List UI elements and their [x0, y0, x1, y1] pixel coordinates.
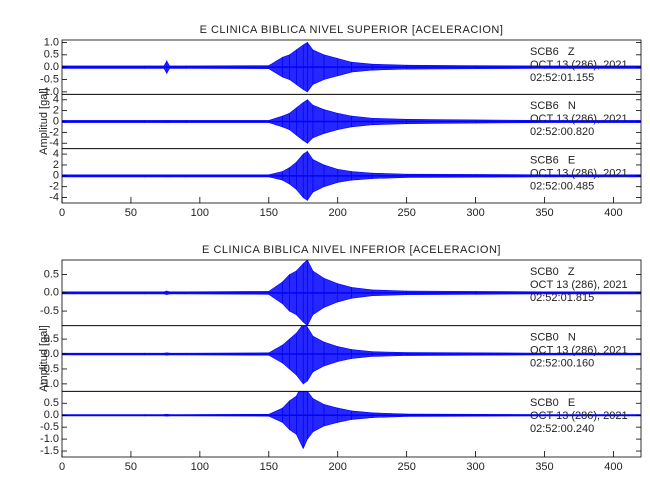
- x-tick-label: 0: [59, 461, 65, 473]
- chart-title: E CLINICA BIBLICA NIVEL SUPERIOR [ACELER…: [200, 24, 504, 36]
- panel-frame: [61, 390, 642, 458]
- y-tick-label: -4: [49, 137, 59, 149]
- x-tick-label: 300: [466, 207, 484, 219]
- date-label: OCT 13 (286), 2021: [530, 410, 628, 422]
- y-tick-label: 0.0: [44, 348, 59, 360]
- y-tick-label: 0: [53, 170, 59, 182]
- y-tick-label: -1.0: [40, 86, 59, 98]
- y-tick-label: 0.5: [44, 268, 59, 280]
- station-label: SCB0 N: [530, 332, 576, 344]
- y-tick-label: 0.0: [44, 287, 59, 299]
- y-tick-label: -0.5: [40, 73, 59, 85]
- x-tick-label: 200: [329, 461, 347, 473]
- y-tick-label: -1.5: [40, 445, 59, 457]
- date-label: OCT 13 (286), 2021: [530, 279, 628, 291]
- y-tick-label: -1.0: [40, 433, 59, 445]
- trace: [62, 260, 641, 326]
- y-tick-label: -1.0: [40, 378, 59, 390]
- x-tick-label: 400: [604, 461, 622, 473]
- date-label: OCT 13 (286), 2021: [530, 113, 628, 125]
- y-tick-label: -0.5: [40, 421, 59, 433]
- x-tick-label: 50: [125, 461, 137, 473]
- x-tick-label: 250: [397, 461, 415, 473]
- y-tick-label: 0.5: [44, 49, 59, 61]
- chart-title: E CLINICA BIBLICA NIVEL INFERIOR [ACELER…: [202, 244, 501, 256]
- y-tick-label: -4: [49, 191, 59, 203]
- station-label: SCB6 E: [530, 155, 575, 167]
- station-label: SCB6 N: [530, 100, 576, 112]
- date-label: OCT 13 (286), 2021: [530, 345, 628, 357]
- time-label: 02:52:00.240: [530, 423, 594, 435]
- x-tick-label: 100: [191, 461, 209, 473]
- y-tick-label: -2: [49, 181, 59, 193]
- x-tick-label: 50: [125, 207, 137, 219]
- y-axis-label: Amplitud [gal]: [38, 325, 50, 392]
- y-axis-label: Amplitud [gal]: [38, 88, 50, 155]
- station-label: SCB0 Z: [530, 266, 575, 278]
- y-tick-label: -2: [49, 126, 59, 138]
- date-label: OCT 13 (286), 2021: [530, 168, 628, 180]
- date-label: OCT 13 (286), 2021: [530, 59, 628, 71]
- time-label: 02:52:01.815: [530, 292, 594, 304]
- time-label: 02:52:00.820: [530, 126, 594, 138]
- x-tick-label: 250: [397, 207, 415, 219]
- time-label: 02:52:00.160: [530, 358, 594, 370]
- trace: [62, 391, 641, 449]
- x-tick-label: 350: [535, 461, 553, 473]
- y-tick-label: 0.5: [44, 333, 59, 345]
- y-tick-label: -0.5: [40, 305, 59, 317]
- y-tick-label: 0.5: [44, 397, 59, 409]
- y-tick-label: 1.0: [44, 36, 59, 48]
- trace: [62, 99, 641, 144]
- y-tick-label: 0.0: [44, 409, 59, 421]
- x-tick-label: 200: [329, 207, 347, 219]
- time-label: 02:52:01.155: [530, 72, 594, 84]
- station-label: SCB0 E: [530, 397, 575, 409]
- x-tick-label: 150: [260, 207, 278, 219]
- x-tick-label: 400: [604, 207, 622, 219]
- time-label: 02:52:00.485: [530, 181, 594, 193]
- y-tick-label: 2: [53, 159, 59, 171]
- trace: [62, 41, 641, 93]
- x-tick-label: 150: [260, 461, 278, 473]
- y-tick-label: 4: [53, 94, 59, 106]
- x-tick-label: 0: [59, 207, 65, 219]
- y-tick-label: -0.5: [40, 363, 59, 375]
- x-tick-label: 100: [191, 207, 209, 219]
- trace: [62, 150, 641, 202]
- x-tick-label: 350: [535, 207, 553, 219]
- trace: [62, 325, 641, 385]
- y-tick-label: 0.0: [44, 61, 59, 73]
- y-tick-label: 0: [53, 115, 59, 127]
- y-tick-label: 2: [53, 105, 59, 117]
- y-tick-label: 4: [53, 148, 59, 160]
- x-tick-label: 300: [466, 461, 484, 473]
- station-label: SCB6 Z: [530, 46, 575, 58]
